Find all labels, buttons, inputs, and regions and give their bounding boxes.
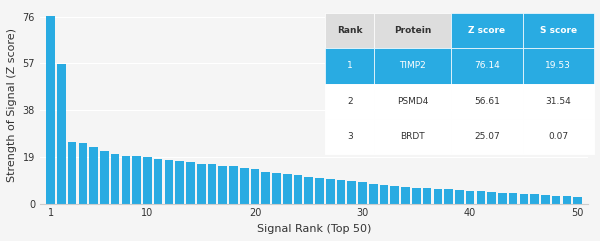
Text: 76.14: 76.14 (474, 61, 500, 70)
FancyBboxPatch shape (451, 119, 523, 154)
Text: 31.54: 31.54 (545, 97, 571, 106)
FancyBboxPatch shape (374, 48, 451, 84)
Text: TIMP2: TIMP2 (400, 61, 426, 70)
Bar (391, 187, 399, 204)
Bar (304, 177, 313, 204)
FancyBboxPatch shape (374, 84, 451, 119)
FancyBboxPatch shape (325, 119, 374, 154)
Text: BRDT: BRDT (401, 132, 425, 141)
Bar (79, 143, 87, 204)
Bar (100, 151, 109, 204)
Text: 1: 1 (347, 61, 353, 70)
Text: 25.07: 25.07 (474, 132, 500, 141)
FancyBboxPatch shape (451, 84, 523, 119)
Bar (476, 191, 485, 204)
FancyBboxPatch shape (451, 13, 523, 48)
Bar (563, 196, 571, 204)
Bar (412, 188, 421, 204)
Bar (46, 16, 55, 204)
Bar (262, 172, 270, 204)
FancyBboxPatch shape (523, 48, 594, 84)
Bar (509, 193, 517, 204)
Text: 3: 3 (347, 132, 353, 141)
Bar (164, 160, 173, 204)
Bar (315, 178, 324, 204)
Bar (122, 156, 130, 204)
Bar (326, 179, 335, 204)
Text: 56.61: 56.61 (474, 97, 500, 106)
FancyBboxPatch shape (523, 13, 594, 48)
Bar (455, 190, 464, 204)
Bar (89, 147, 98, 204)
FancyBboxPatch shape (325, 13, 374, 48)
Text: PSMD4: PSMD4 (397, 97, 428, 106)
Bar (530, 194, 539, 204)
Bar (229, 166, 238, 204)
Bar (444, 189, 453, 204)
Bar (154, 159, 163, 204)
Text: Rank: Rank (337, 26, 362, 35)
FancyBboxPatch shape (325, 48, 374, 84)
Bar (552, 196, 560, 204)
Bar (68, 142, 76, 204)
FancyBboxPatch shape (325, 84, 374, 119)
Bar (380, 185, 388, 204)
Bar (541, 195, 550, 204)
Bar (133, 156, 141, 204)
Bar (466, 191, 475, 204)
Bar (175, 161, 184, 204)
Bar (143, 157, 152, 204)
Bar (251, 169, 259, 204)
FancyBboxPatch shape (374, 13, 451, 48)
Text: Z score: Z score (469, 26, 505, 35)
Bar (283, 174, 292, 204)
Bar (218, 166, 227, 204)
Bar (498, 193, 506, 204)
X-axis label: Signal Rank (Top 50): Signal Rank (Top 50) (257, 224, 371, 234)
Bar (347, 181, 356, 204)
Text: 2: 2 (347, 97, 353, 106)
FancyBboxPatch shape (523, 119, 594, 154)
Bar (487, 192, 496, 204)
Bar (369, 184, 377, 204)
Bar (111, 154, 119, 204)
Bar (197, 164, 206, 204)
Bar (423, 188, 431, 204)
Bar (57, 64, 65, 204)
Bar (401, 187, 410, 204)
Bar (272, 173, 281, 204)
Bar (208, 164, 216, 204)
Text: 19.53: 19.53 (545, 61, 571, 70)
Bar (240, 168, 248, 204)
Bar (186, 162, 195, 204)
Bar (520, 194, 528, 204)
Bar (293, 175, 302, 204)
Bar (434, 189, 442, 204)
Y-axis label: Strength of Signal (Z score): Strength of Signal (Z score) (7, 28, 17, 182)
FancyBboxPatch shape (451, 48, 523, 84)
FancyBboxPatch shape (523, 84, 594, 119)
Text: Protein: Protein (394, 26, 431, 35)
Text: S score: S score (539, 26, 577, 35)
Text: 0.07: 0.07 (548, 132, 568, 141)
Bar (337, 180, 346, 204)
FancyBboxPatch shape (374, 119, 451, 154)
Bar (358, 181, 367, 204)
Bar (574, 197, 582, 204)
